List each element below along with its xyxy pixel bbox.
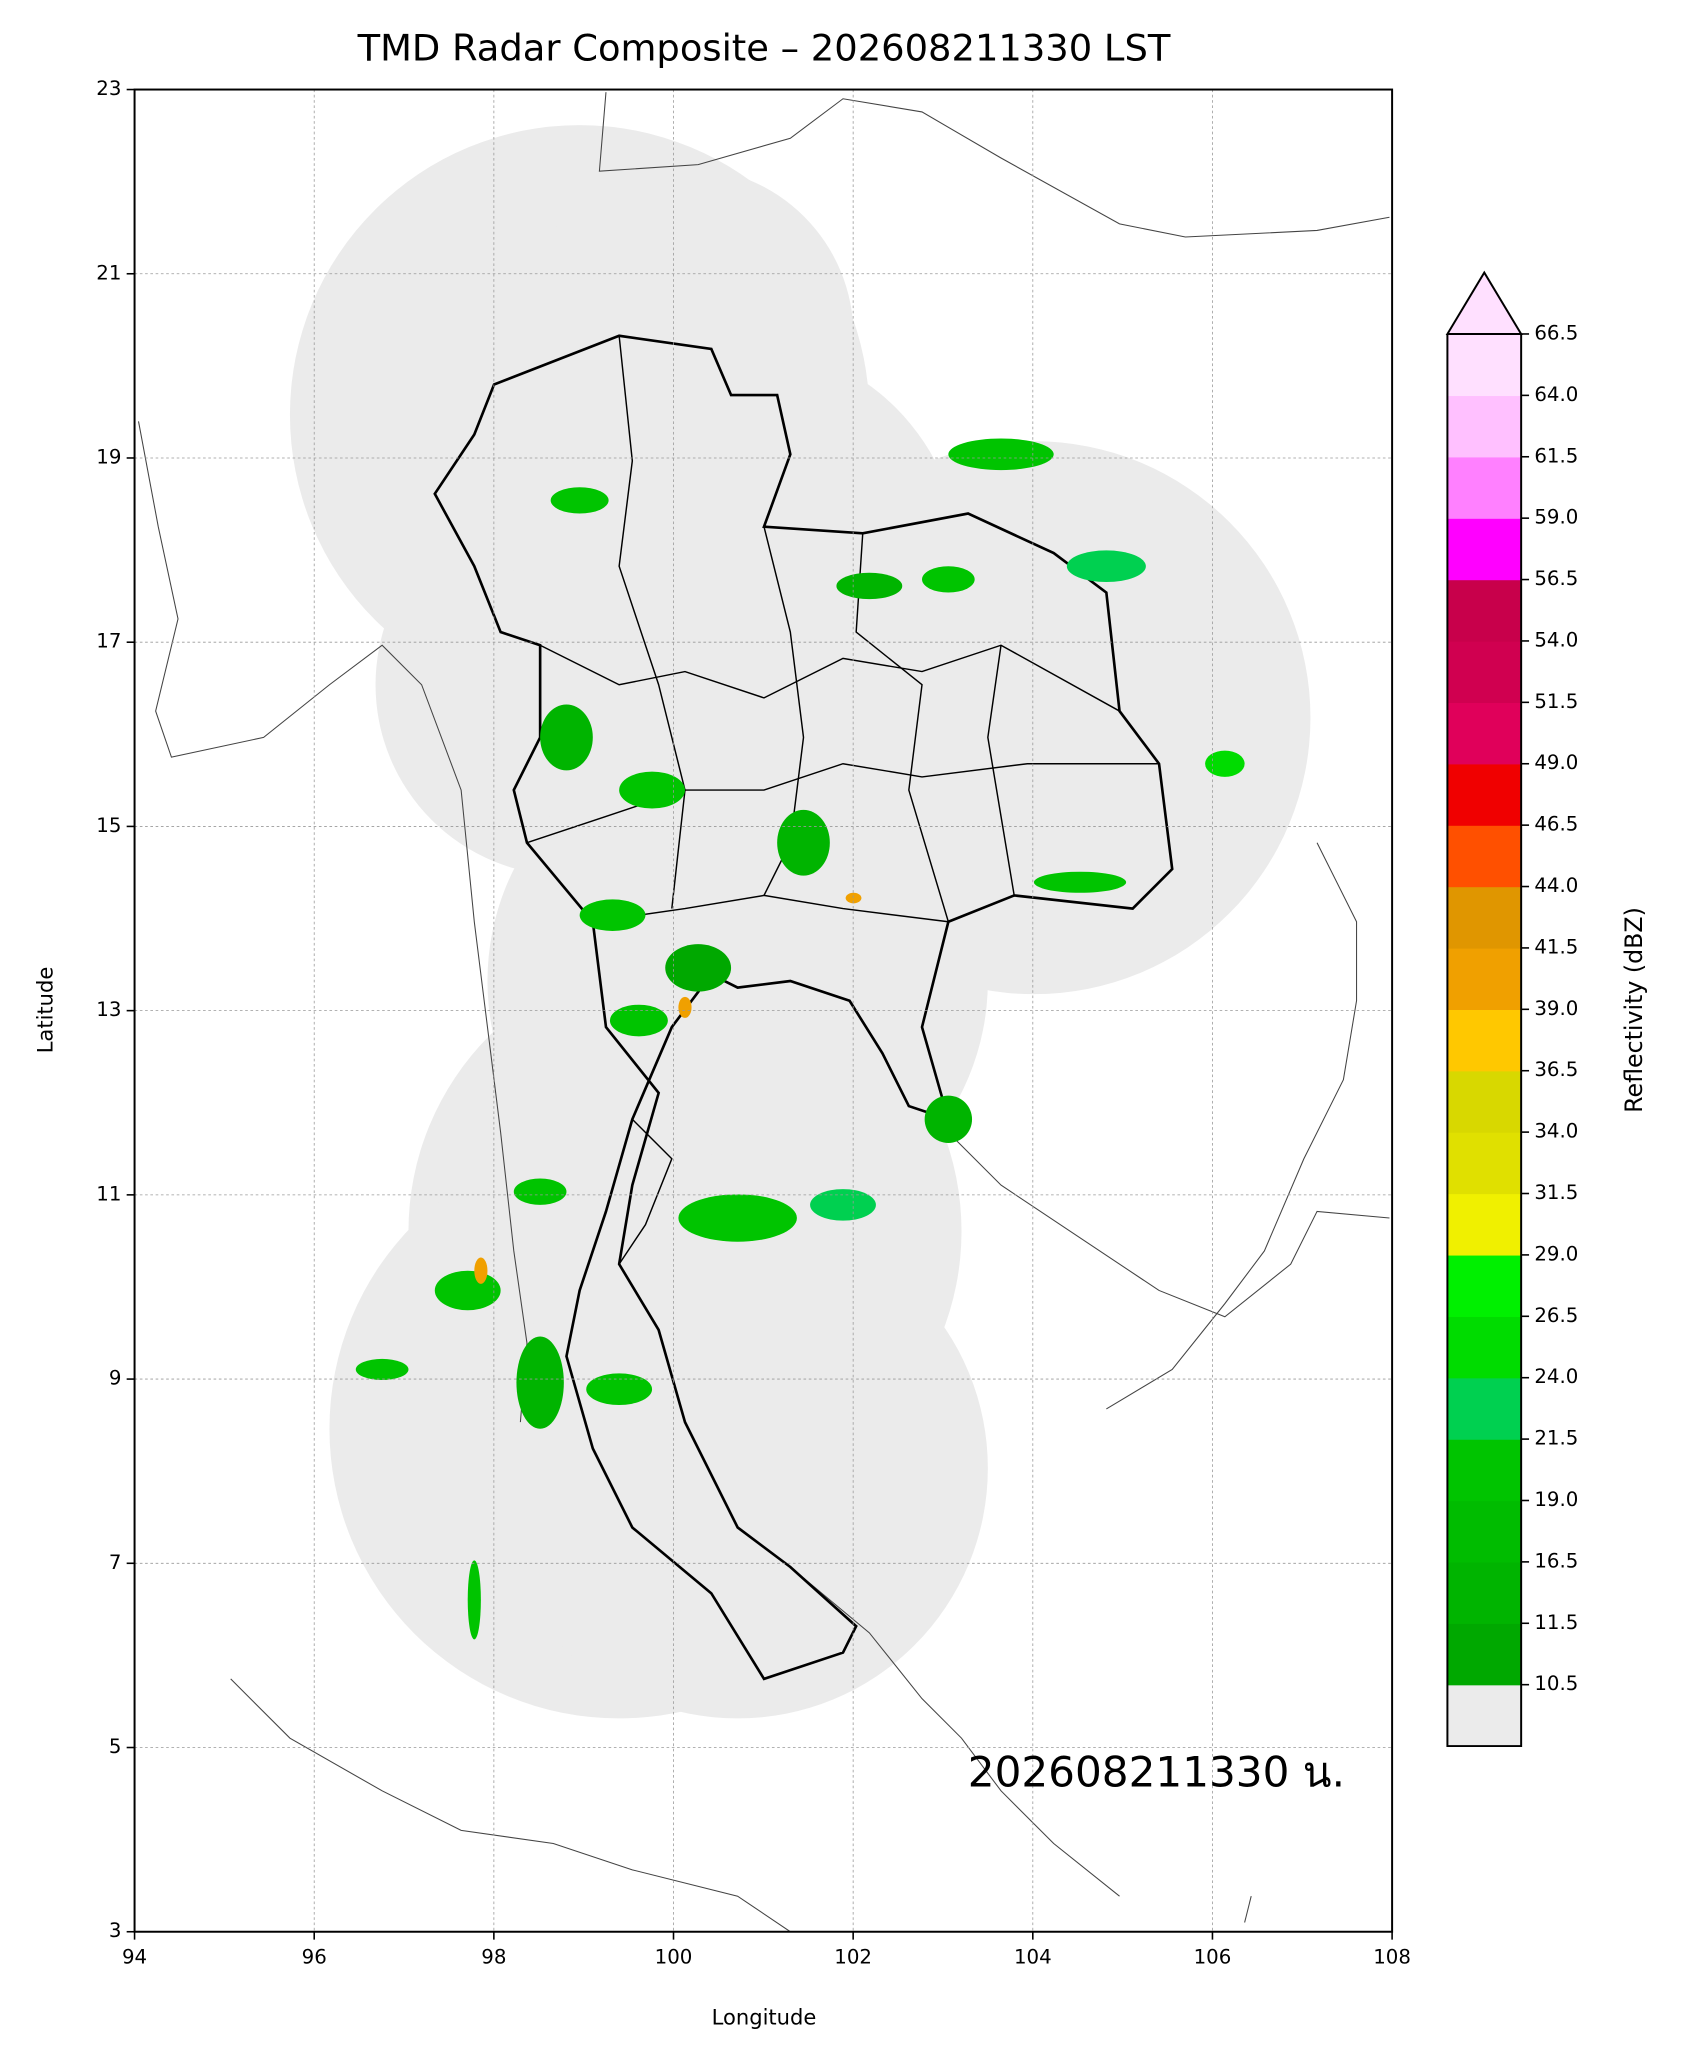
x-tick-label: 102 [834,1946,872,1969]
colorbar-segment [1447,333,1522,397]
colorbar-extend [1445,270,1523,335]
colorbar-tick-label: 59.0 [1534,506,1578,529]
colorbar-tick-label: 61.5 [1534,444,1578,467]
colorbar-segment [1447,1132,1522,1195]
colorbar-segment [1447,702,1522,765]
colorbar-tick-label: 29.0 [1534,1242,1578,1265]
y-tick-label: 17 [96,630,121,653]
colorbar-segment [1447,456,1522,519]
colorbar-tick-label: 44.0 [1534,874,1578,897]
x-tick-label: 94 [122,1946,147,1969]
timestamp-annotation: 202608211330 น. [968,1748,1345,1797]
colorbar-tick-label: 51.5 [1534,690,1578,713]
colorbar-segment [1447,1623,1522,1686]
colorbar-tick-label: 34.0 [1534,1120,1578,1143]
colorbar-tick-label: 31.5 [1534,1181,1578,1204]
x-axis-label: Longitude [712,2005,817,2030]
y-tick-label: 21 [96,261,121,284]
y-axis-label: Latitude [32,967,57,1054]
colorbar-tick-label: 39.0 [1534,997,1578,1020]
coastlines [137,92,1390,1932]
x-tick-label: 96 [302,1946,327,1969]
x-tick-label: 106 [1194,1946,1232,1969]
colorbar-tick-label: 21.5 [1534,1427,1578,1450]
colorbar-tick-label: 16.5 [1534,1549,1578,1572]
y-tick-label: 15 [96,814,121,837]
colorbar-segment [1447,1439,1522,1502]
radar-echoes [355,438,1245,1640]
colorbar-segment [1447,1070,1522,1133]
colorbar-tick-label: 36.5 [1534,1058,1578,1081]
colorbar-tick-label: 49.0 [1534,751,1578,774]
colorbar-segment [1447,1377,1522,1440]
colorbar-segment [1447,518,1522,581]
colorbar-segment [1447,763,1522,826]
province-borders [526,335,1160,1265]
map-area [137,92,1390,1932]
x-tick-label: 104 [1014,1946,1052,1969]
colorbar-under [1447,1684,1522,1747]
colorbar-tick-label: 56.5 [1534,567,1578,590]
y-tick-label: 11 [96,1182,121,1205]
colorbar-segment [1447,886,1522,949]
colorbar-tick-label: 46.5 [1534,813,1578,836]
y-tick-label: 13 [96,998,121,1021]
colorbar-tick-label: 10.5 [1534,1672,1578,1695]
country-border [433,334,1174,1681]
colorbar-segment [1447,640,1522,704]
colorbar-segment [1447,1254,1522,1317]
y-tick-label: 7 [109,1551,122,1574]
x-tick-label: 100 [655,1946,693,1969]
colorbar-tick-label: 19.0 [1534,1488,1578,1511]
y-tick-label: 5 [109,1735,122,1758]
colorbar-segment [1447,1193,1522,1256]
colorbar-segment [1447,1316,1522,1379]
colorbar-frame [1446,333,1523,1748]
colorbar-tick-label: 41.5 [1534,935,1578,958]
colorbar-tick-label: 26.5 [1534,1304,1578,1327]
colorbar-tick-label: 24.0 [1534,1365,1578,1388]
colorbar-segment [1447,1561,1522,1624]
plot-frame [133,88,1394,1933]
y-tick-label: 19 [96,445,121,468]
colorbar-tick-label: 54.0 [1534,628,1578,651]
colorbar-segment [1447,395,1522,458]
colorbar-segment [1447,1009,1522,1072]
map-title: TMD Radar Composite – 202608211330 LST [357,27,1171,70]
colorbar-tick-label: 11.5 [1534,1611,1578,1634]
colorbar: 10.5 11.5 16.5 19.0 21.5 24.0 26.5 29.0 31.5 34.0… [1445,270,1578,1748]
colorbar-segment [1447,947,1522,1010]
x-tick-label: 108 [1373,1946,1411,1969]
colorbar-segment [1447,579,1522,642]
colorbar-segment [1447,825,1522,888]
colorbar-tick-label: 64.0 [1534,383,1578,406]
y-tick-label: 9 [109,1367,122,1390]
y-tick-label: 23 [96,77,121,100]
colorbar-label: Reflectivity (dBZ) [1620,907,1648,1113]
colorbar-segment [1447,1500,1522,1563]
y-tick-label: 3 [109,1919,122,1942]
x-tick-label: 98 [481,1946,506,1969]
colorbar-tick-label: 66.5 [1534,321,1578,344]
